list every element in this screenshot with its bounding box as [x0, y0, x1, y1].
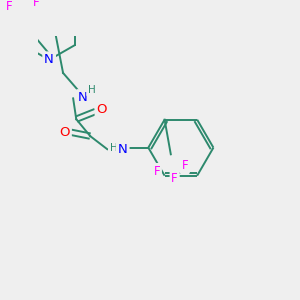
Text: F: F — [182, 159, 188, 172]
Text: H: H — [88, 85, 96, 95]
Text: F: F — [171, 172, 178, 185]
Text: F: F — [5, 0, 12, 13]
Text: H: H — [110, 143, 117, 153]
Text: O: O — [59, 126, 70, 139]
Text: N: N — [118, 143, 128, 157]
Text: F: F — [154, 165, 160, 178]
Text: O: O — [97, 103, 107, 116]
Text: N: N — [78, 91, 87, 104]
Text: F: F — [33, 0, 39, 9]
Text: N: N — [44, 53, 54, 66]
